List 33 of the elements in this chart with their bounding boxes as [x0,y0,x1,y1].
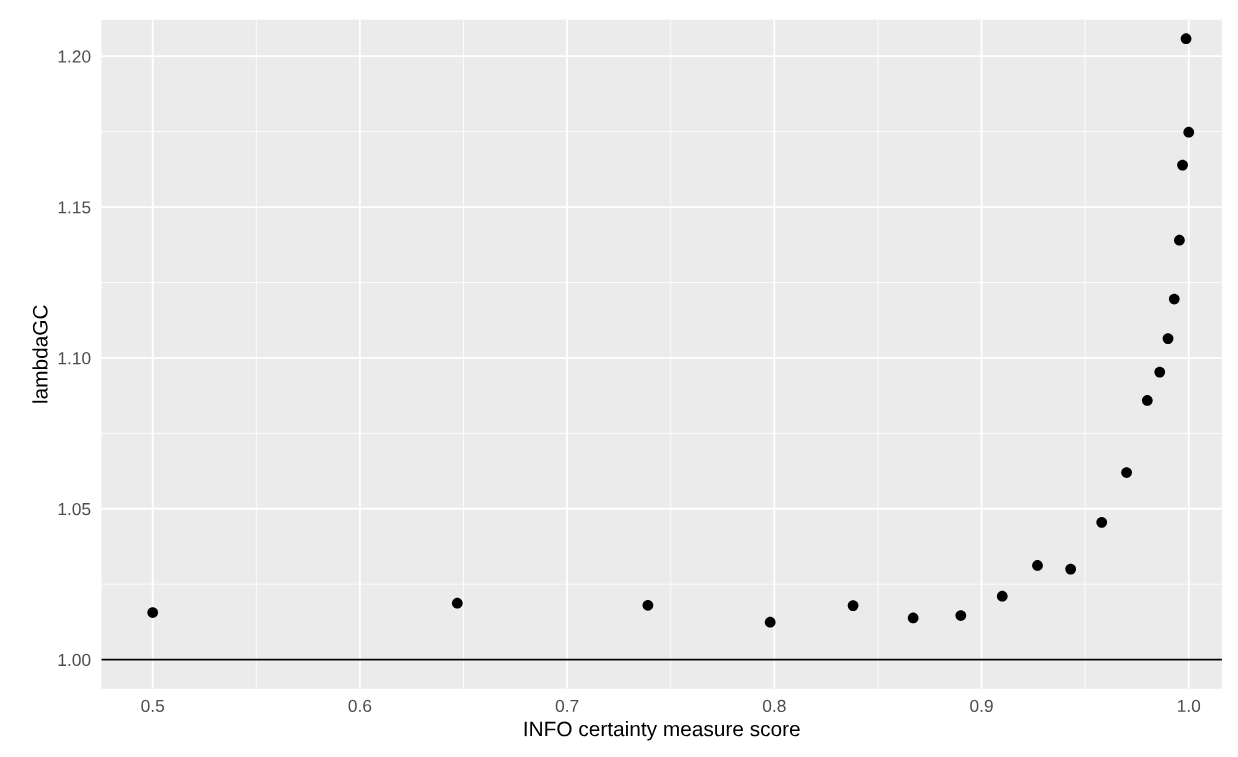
point [1180,33,1192,45]
y-tick-label: 1.15 [58,201,91,214]
y-tick-label: 1.05 [58,502,91,516]
y-tick-label: 1.20 [58,50,91,63]
point [907,612,919,624]
point [764,616,776,628]
x-tick-label: 0.9 [970,699,993,713]
y-tick-label: 1.00 [58,653,91,667]
point [1177,159,1188,171]
y-axis-title: lambdaGC [32,305,48,403]
x-tick-label: 0.5 [141,699,165,713]
point [1162,333,1174,344]
point [1141,395,1153,406]
x-tick-label: 0.8 [762,699,786,713]
point [1065,563,1077,575]
point [1096,516,1108,528]
y-tick-label: 1.10 [58,352,91,365]
x-tick-label: 0.6 [348,699,372,713]
point [147,607,159,618]
x-tick-label: 1.0 [1178,699,1201,713]
point [1168,293,1180,305]
point [1032,560,1043,571]
point [1121,467,1132,478]
point [1174,234,1185,246]
point [642,599,654,611]
point [955,610,967,621]
point [1154,366,1166,378]
x-tick-label: 0.7 [555,699,579,713]
point [451,597,463,609]
point [996,590,1008,602]
point [847,600,859,611]
point [1183,126,1195,138]
x-axis-title: INFO certainty measure score [524,721,800,741]
